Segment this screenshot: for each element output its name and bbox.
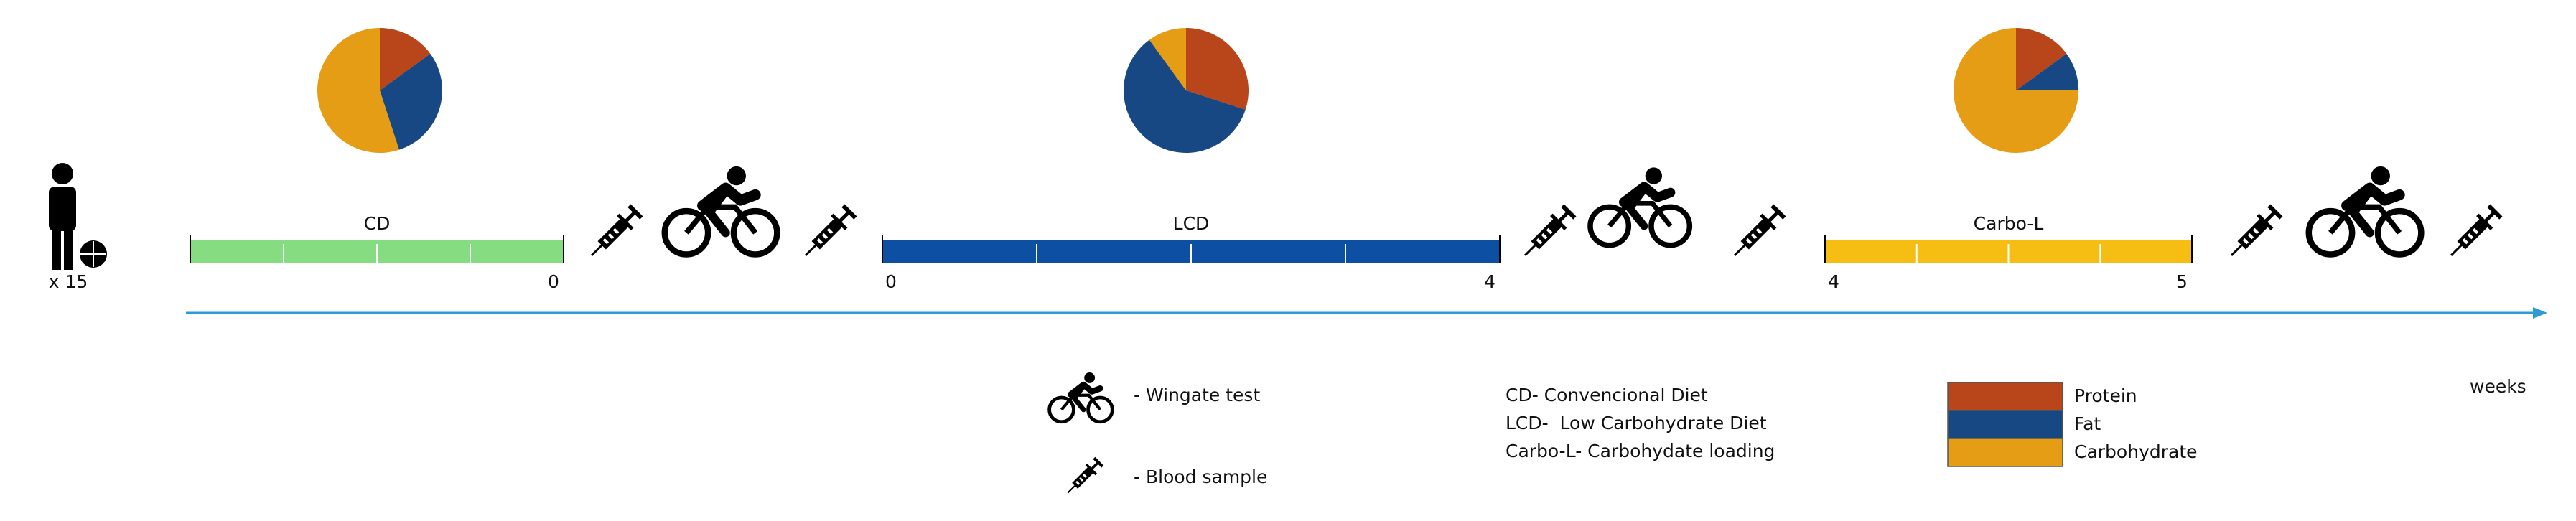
legend-swatch bbox=[1947, 382, 2063, 411]
abbreviation: LCD- Low Carbohydrate Diet bbox=[1506, 413, 1767, 433]
legend-swatch bbox=[1947, 410, 2063, 439]
phase-label: CD bbox=[364, 213, 391, 234]
week-label: 0 bbox=[548, 271, 559, 292]
phase-label: Carbo-L bbox=[1974, 213, 2044, 234]
blood-sample-icon bbox=[798, 205, 857, 263]
blood-sample-icon bbox=[2224, 205, 2282, 263]
phase-label: LCD bbox=[1173, 213, 1210, 234]
pie-slice bbox=[2016, 53, 2078, 90]
axis-label: weeks bbox=[2470, 376, 2526, 397]
week-label: 0 bbox=[885, 271, 897, 292]
pie-slice bbox=[380, 53, 442, 150]
abbreviation: CD- Convencional Diet bbox=[1506, 385, 1708, 405]
participant-icon bbox=[49, 163, 107, 270]
blood-sample-icon bbox=[1518, 205, 1576, 263]
wingate-icon bbox=[1590, 167, 1689, 245]
legend-swatch bbox=[1947, 438, 2063, 467]
legend-blood-icon bbox=[1063, 457, 1103, 497]
icon-legend-text: - Wingate test bbox=[1134, 385, 1260, 405]
wingate-icon bbox=[2309, 166, 2422, 255]
icon-legend-text: - Blood sample bbox=[1134, 466, 1267, 487]
blood-sample-icon bbox=[2444, 205, 2502, 263]
blood-sample-icon bbox=[584, 205, 643, 263]
legend-label: Fat bbox=[2074, 413, 2101, 434]
legend-label: Carbohydrate bbox=[2074, 441, 2198, 462]
pie-slice bbox=[1954, 28, 2078, 153]
pie-slice bbox=[380, 28, 431, 90]
pie-slice bbox=[1149, 28, 1186, 90]
pie-slice bbox=[317, 28, 399, 153]
week-label: 4 bbox=[1828, 271, 1839, 292]
participants-label: x 15 bbox=[49, 271, 88, 292]
axis-arrow bbox=[2533, 307, 2547, 319]
week-label: 4 bbox=[1484, 271, 1495, 292]
legend-wingate-icon bbox=[1050, 372, 1113, 422]
pie-slice bbox=[2016, 28, 2067, 90]
pie-slice bbox=[1186, 28, 1249, 110]
abbreviation: Carbo-L- Carbohydate loading bbox=[1506, 441, 1775, 461]
pie-slice bbox=[1123, 39, 1246, 154]
legend-label: Protein bbox=[2074, 385, 2137, 406]
week-label: 5 bbox=[2176, 271, 2188, 292]
blood-sample-icon bbox=[1727, 205, 1786, 263]
wingate-icon bbox=[665, 166, 778, 255]
